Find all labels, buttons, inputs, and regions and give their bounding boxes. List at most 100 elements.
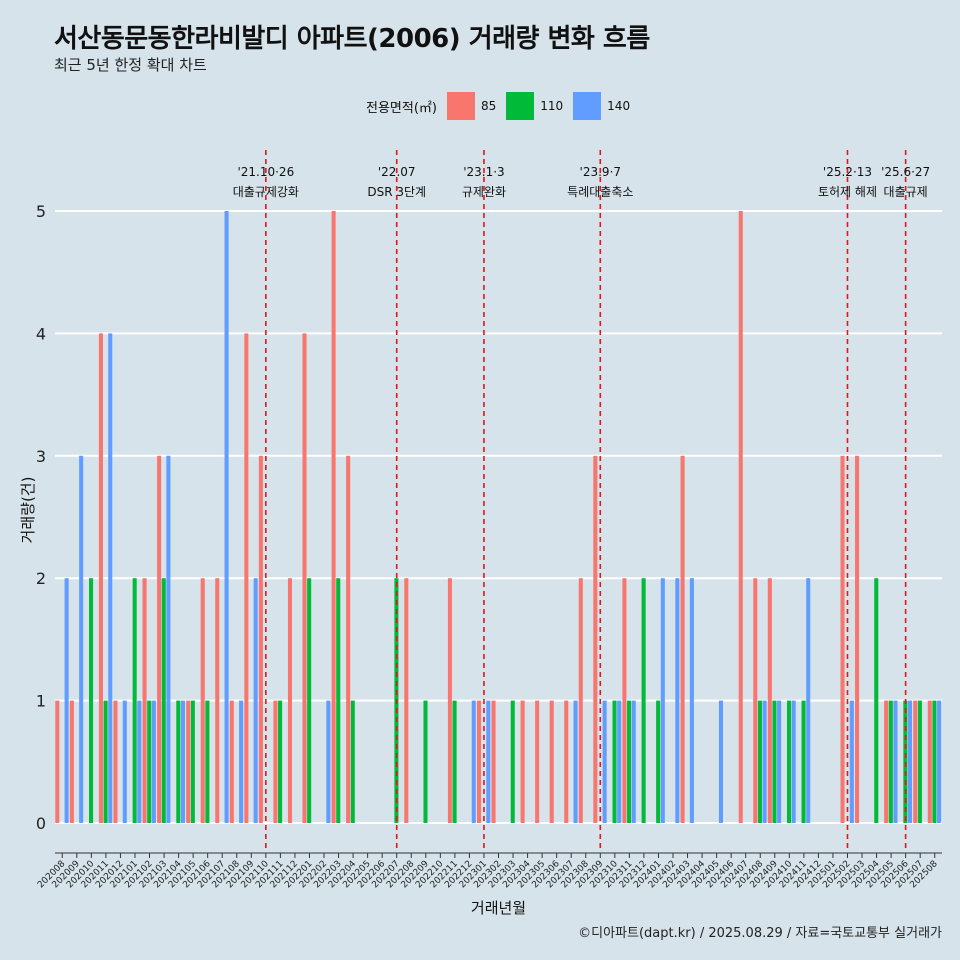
bar-85-202204 bbox=[346, 455, 351, 823]
bar-110-202409 bbox=[772, 700, 777, 823]
bar-110-202505 bbox=[888, 700, 893, 823]
bar-85-202305 bbox=[535, 700, 540, 823]
y-tick-label: 1 bbox=[36, 692, 46, 711]
legend-swatch-140 bbox=[573, 92, 602, 120]
bar-110-202507 bbox=[917, 700, 922, 823]
legend-item-85: 85 bbox=[446, 92, 497, 120]
bar-85-202102 bbox=[142, 578, 147, 823]
bar-85-202201 bbox=[302, 333, 307, 823]
bar-85-202103 bbox=[157, 455, 162, 823]
y-tick-label: 5 bbox=[36, 202, 46, 221]
bar-85-202311 bbox=[622, 578, 627, 823]
chart-title: 서산동문동한라비발디 아파트(2006) 거래량 변화 흐름 bbox=[54, 24, 650, 54]
event-label: 토허제 해제 bbox=[818, 185, 877, 199]
legend-item-140: 140 bbox=[573, 92, 630, 120]
bar-140-202009 bbox=[79, 455, 84, 823]
bar-85-202409 bbox=[767, 578, 772, 823]
bar-140-202310 bbox=[617, 700, 622, 823]
bar-140-202301 bbox=[486, 700, 491, 823]
event-label: 대출규제강화 bbox=[233, 185, 299, 199]
event-date-label: '21.10·26 bbox=[237, 165, 294, 179]
event-label: DSR 3단계 bbox=[367, 185, 426, 199]
bar-85-202009 bbox=[69, 700, 74, 823]
bar-140-202506 bbox=[907, 700, 913, 823]
bar-85-202309 bbox=[593, 455, 598, 823]
bar-110-202211 bbox=[452, 700, 457, 823]
bar-140-202107 bbox=[224, 211, 229, 823]
bar-110-202504 bbox=[874, 578, 879, 823]
bar-85-202211 bbox=[447, 578, 452, 823]
bar-85-202301 bbox=[476, 700, 482, 823]
chart-subtitle: 최근 5년 한정 확대 차트 bbox=[54, 56, 207, 74]
event-date-label: '25.6·27 bbox=[881, 165, 930, 179]
x-axis-title: 거래년월 bbox=[471, 899, 526, 917]
bar-140-202212 bbox=[471, 700, 476, 823]
bar-110-202011 bbox=[103, 700, 108, 823]
bar-110-202408 bbox=[757, 700, 762, 823]
bar-110-202410 bbox=[786, 700, 792, 823]
bar-85-202304 bbox=[520, 700, 525, 823]
y-axis-title: 거래량(건) bbox=[19, 477, 37, 544]
bar-140-202403 bbox=[689, 578, 694, 823]
bar-85-202508 bbox=[927, 700, 932, 823]
bar-85-202108 bbox=[229, 700, 234, 823]
bar-110-202506 bbox=[903, 700, 908, 823]
bar-85-202008 bbox=[55, 700, 60, 823]
bar-140-202008 bbox=[64, 578, 69, 823]
bar-140-202502 bbox=[849, 700, 854, 823]
bar-110-202411 bbox=[801, 700, 806, 823]
legend-label-110: 110 bbox=[540, 99, 564, 113]
bar-85-202407 bbox=[738, 211, 743, 823]
chart-caption: ©디아파트(dapt.kr) / 2025.08.29 / 자료=국토교통부 실… bbox=[578, 926, 942, 941]
bar-140-202101 bbox=[137, 700, 142, 823]
bar-85-202106 bbox=[200, 578, 205, 823]
event-label: 대출규제 bbox=[884, 185, 928, 199]
bar-140-202401 bbox=[660, 578, 665, 823]
event-date-label: '22.07 bbox=[378, 165, 416, 179]
bar-85-202203 bbox=[331, 211, 336, 823]
legend-swatch-85 bbox=[446, 92, 475, 120]
bar-110-202401 bbox=[656, 700, 661, 823]
bar-140-202011 bbox=[108, 333, 113, 823]
bar-110-202102 bbox=[147, 700, 152, 823]
event-date-label: '23.1·3 bbox=[463, 165, 504, 179]
bar-85-202110 bbox=[258, 455, 263, 823]
bar-85-202503 bbox=[855, 455, 860, 823]
legend: 전용면적(㎡) 85 110 140 bbox=[366, 92, 640, 120]
bar-110-202312 bbox=[641, 578, 646, 823]
y-tick-label: 3 bbox=[36, 447, 46, 466]
bar-85-202502 bbox=[840, 455, 845, 823]
bar-85-202109 bbox=[244, 333, 249, 823]
bar-140-202307 bbox=[573, 700, 578, 823]
bar-110-202010 bbox=[89, 578, 94, 823]
bar-110-202303 bbox=[510, 700, 515, 823]
event-label: 특례대출축소 bbox=[567, 185, 633, 199]
bar-110-202204 bbox=[350, 700, 355, 823]
event-date-label: '23.9·7 bbox=[580, 165, 621, 179]
bar-110-202310 bbox=[612, 700, 617, 823]
bar-85-202505 bbox=[884, 700, 889, 823]
legend-swatch-110 bbox=[506, 92, 535, 120]
bar-140-202311 bbox=[631, 700, 636, 823]
bar-110-202111 bbox=[278, 700, 283, 823]
bar-140-202405 bbox=[718, 700, 723, 823]
bar-110-202209 bbox=[423, 700, 428, 823]
legend-title: 전용면적(㎡) bbox=[366, 100, 437, 116]
bar-140-202505 bbox=[893, 700, 898, 823]
bar-110-202101 bbox=[132, 578, 137, 823]
y-tick-label: 0 bbox=[36, 814, 46, 833]
bar-140-202012 bbox=[122, 700, 127, 823]
bar-85-202307 bbox=[564, 700, 569, 823]
bar-85-202107 bbox=[215, 578, 220, 823]
bar-85-202507 bbox=[913, 700, 918, 823]
legend-label-85: 85 bbox=[480, 99, 497, 113]
y-tick-label: 4 bbox=[36, 324, 46, 343]
bar-140-202102 bbox=[151, 700, 156, 823]
y-tick-label: 2 bbox=[36, 569, 46, 588]
bar-85-202208 bbox=[404, 578, 409, 823]
event-date-label: '25.2·13 bbox=[823, 165, 872, 179]
bar-140-202108 bbox=[239, 700, 244, 823]
bar-110-202104 bbox=[176, 700, 181, 823]
bar-85-202403 bbox=[680, 455, 685, 823]
